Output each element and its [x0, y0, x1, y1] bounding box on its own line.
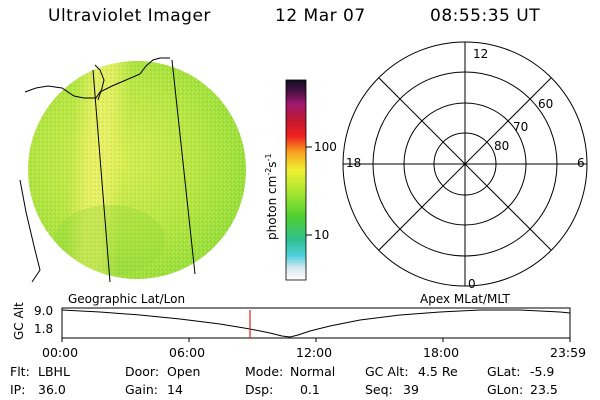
lat-label-80: 80 — [494, 139, 510, 153]
ip-value: 36.0 — [38, 382, 66, 397]
date-label: 12 Mar 07 — [275, 6, 366, 26]
glon-value: 23.5 — [530, 382, 558, 397]
colorbar — [285, 79, 312, 281]
seq-label: Seq: — [365, 382, 393, 397]
svg-text:GC Alt: GC Alt — [12, 302, 26, 340]
time-tick-0000: 00:00 — [42, 345, 79, 360]
geographic-latlon-title: Geographic Lat/Lon — [68, 292, 186, 306]
door-value: Open — [167, 364, 201, 379]
dsp-label: Dsp: — [245, 382, 274, 397]
colorbar-tick-100: 100 — [314, 140, 337, 154]
mlt-label-12: 12 — [473, 47, 489, 61]
gc-alt-label: GC Alt: — [365, 364, 409, 379]
lat-label-70: 70 — [513, 120, 529, 134]
time-tick-1200: 12:00 — [296, 345, 333, 360]
uv-earth-image — [28, 61, 246, 279]
gc-alt-value: 4.5 Re — [418, 364, 458, 379]
ip-label: IP: — [10, 382, 26, 397]
door-label: Door: — [125, 364, 160, 379]
gc-alt-axis-label: GC Alt — [12, 302, 26, 340]
mode-value: Normal — [290, 364, 336, 379]
coastline-overlay — [19, 57, 196, 283]
time-tick-1800: 18:00 — [423, 345, 460, 360]
glon-label: GLon: — [487, 382, 524, 397]
gain-value: 14 — [167, 382, 183, 397]
mlt-label-0: 0 — [468, 277, 476, 291]
y-min-label: 1.8 — [34, 322, 54, 336]
instrument-title: Ultraviolet Imager — [48, 6, 211, 26]
altitude-timeline: GC Alt — [12, 302, 571, 342]
lat-label-60: 60 — [538, 97, 554, 111]
gain-label: Gain: — [125, 382, 158, 397]
glat-label: GLat: — [487, 364, 521, 379]
flt-value: LBHL — [38, 364, 70, 379]
time-tick-0600: 06:00 — [169, 345, 206, 360]
mlt-label-18: 18 — [346, 156, 362, 170]
seq-value: 39 — [403, 382, 419, 397]
glat-value: -5.9 — [530, 364, 555, 379]
polar-grid — [342, 41, 588, 287]
dsp-value: 0.1 — [300, 382, 320, 397]
time-label: 08:55:35 UT — [430, 6, 541, 26]
colorbar-tick-10: 10 — [314, 228, 330, 242]
flt-label: Flt: — [10, 364, 30, 379]
y-max-label: 9.0 — [34, 304, 54, 318]
apex-mlat-mlt-title: Apex MLat/MLT — [420, 292, 510, 306]
colorbar-unit-label: photon cm-2s-1 — [264, 153, 279, 240]
svg-text:photon cm-2s-1: photon cm-2s-1 — [264, 153, 279, 240]
mode-label: Mode: — [245, 364, 284, 379]
time-tick-2359: 23:59 — [550, 345, 587, 360]
mlt-label-6: 6 — [577, 156, 585, 170]
